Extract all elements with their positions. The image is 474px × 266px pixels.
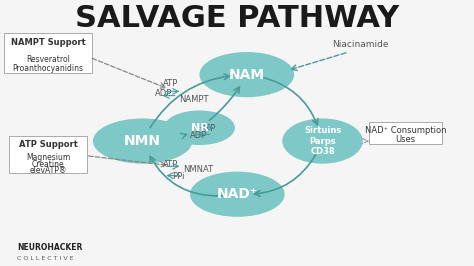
Text: NEUROHACKER: NEUROHACKER (17, 243, 82, 252)
Text: ATP: ATP (201, 124, 217, 133)
Text: NR: NR (191, 123, 209, 133)
Text: ADP: ADP (155, 89, 173, 98)
Text: NAMPT Support: NAMPT Support (10, 38, 85, 47)
Text: NAD⁺ Consumption: NAD⁺ Consumption (365, 126, 446, 135)
FancyBboxPatch shape (9, 136, 87, 173)
Text: Proanthocyanidins: Proanthocyanidins (12, 64, 83, 73)
Text: Resveratrol: Resveratrol (26, 55, 70, 64)
Text: elevATP®: elevATP® (29, 166, 67, 175)
Text: Niacinamide: Niacinamide (332, 40, 389, 48)
Ellipse shape (164, 110, 235, 145)
Text: ATP Support: ATP Support (18, 140, 77, 149)
Ellipse shape (93, 118, 192, 164)
Text: NAMPT: NAMPT (179, 95, 209, 104)
Text: NMNAT: NMNAT (183, 165, 214, 174)
Text: ADP: ADP (190, 131, 207, 140)
Text: NAM: NAM (229, 68, 265, 82)
Text: NAD⁺: NAD⁺ (217, 187, 258, 201)
Text: Magnesium: Magnesium (26, 153, 70, 162)
Ellipse shape (200, 52, 294, 97)
FancyBboxPatch shape (369, 122, 442, 144)
Text: PPi: PPi (172, 172, 184, 181)
Text: ATP: ATP (163, 80, 178, 88)
FancyBboxPatch shape (4, 34, 92, 73)
Text: ATP: ATP (163, 160, 178, 169)
Text: Uses: Uses (395, 135, 415, 144)
Text: Creatine: Creatine (32, 160, 64, 169)
Ellipse shape (190, 172, 285, 217)
Text: NMN: NMN (124, 134, 161, 148)
Text: Sirtuins
Parps
CD38: Sirtuins Parps CD38 (304, 126, 341, 156)
Text: C O L L E C T I V E: C O L L E C T I V E (17, 256, 74, 260)
Ellipse shape (283, 118, 363, 164)
Text: SALVAGE PATHWAY: SALVAGE PATHWAY (75, 4, 400, 33)
